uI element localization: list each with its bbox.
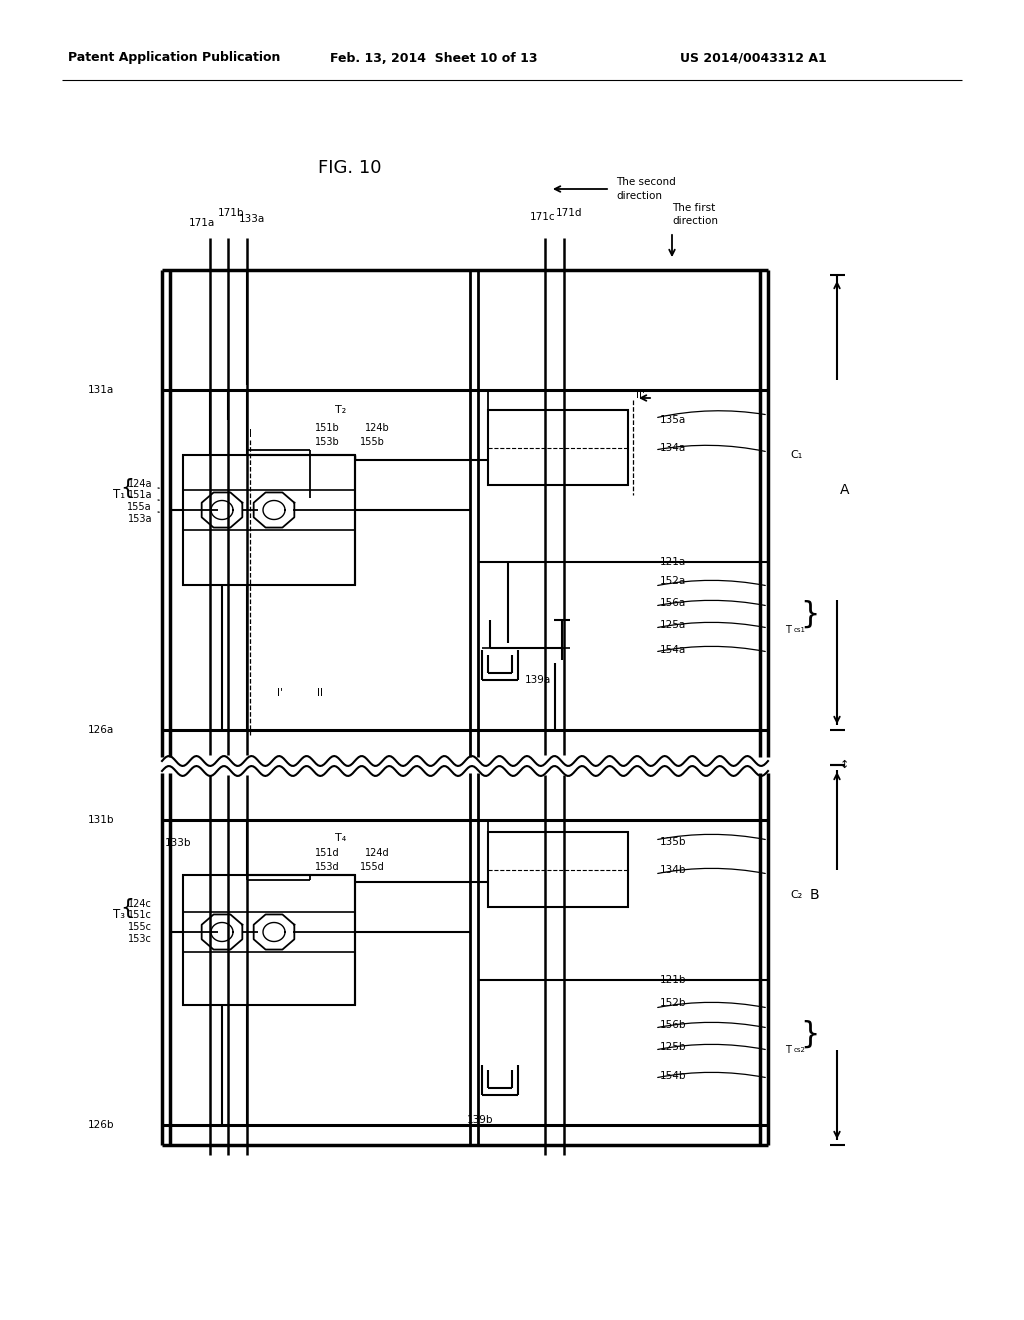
Text: 134b: 134b: [660, 865, 686, 875]
Text: 139a: 139a: [525, 675, 551, 685]
Text: 155b: 155b: [360, 437, 385, 447]
Text: 151a: 151a: [128, 490, 152, 500]
Text: FIG. 10: FIG. 10: [318, 158, 382, 177]
Bar: [183, 455, 355, 585]
Text: }: }: [800, 1019, 819, 1048]
Text: T₃: T₃: [113, 908, 125, 921]
Text: 154b: 154b: [660, 1071, 686, 1081]
Text: 131a: 131a: [88, 385, 115, 395]
Text: 155c: 155c: [128, 921, 152, 932]
Bar: [183, 875, 355, 1005]
Text: {: {: [120, 478, 134, 498]
Text: 124d: 124d: [365, 847, 389, 858]
Bar: [488, 411, 628, 484]
Text: I: I: [249, 429, 252, 440]
Text: II': II': [636, 389, 645, 400]
Text: T₁: T₁: [113, 487, 125, 500]
Text: T: T: [785, 1045, 791, 1055]
Text: {: {: [120, 898, 134, 917]
Text: 151b: 151b: [315, 422, 340, 433]
Text: 171b: 171b: [218, 209, 245, 218]
Text: 131b: 131b: [88, 814, 115, 825]
Text: 153c: 153c: [128, 935, 152, 944]
Text: T: T: [785, 624, 791, 635]
Text: 139b: 139b: [467, 1115, 494, 1125]
Text: 133b: 133b: [165, 838, 191, 847]
Text: 171a: 171a: [188, 218, 215, 228]
Text: US 2014/0043312 A1: US 2014/0043312 A1: [680, 51, 826, 65]
Text: 121a: 121a: [660, 557, 686, 568]
Text: 135b: 135b: [660, 837, 686, 847]
Text: T₂: T₂: [335, 405, 346, 414]
Text: 125a: 125a: [660, 620, 686, 630]
Text: 171c: 171c: [530, 213, 556, 222]
Text: C₁: C₁: [790, 450, 802, 459]
Bar: [488, 832, 628, 907]
Text: 154a: 154a: [660, 645, 686, 655]
Text: 124b: 124b: [365, 422, 390, 433]
Text: T₄: T₄: [335, 833, 346, 843]
Text: I': I': [278, 688, 283, 698]
Text: Feb. 13, 2014  Sheet 10 of 13: Feb. 13, 2014 Sheet 10 of 13: [330, 51, 538, 65]
Text: A: A: [840, 483, 850, 498]
Text: 153a: 153a: [128, 513, 152, 524]
Text: 124a: 124a: [128, 479, 152, 488]
Text: 126b: 126b: [88, 1119, 115, 1130]
Text: 121b: 121b: [660, 975, 686, 985]
Text: 153d: 153d: [315, 862, 340, 873]
Text: II: II: [317, 688, 323, 698]
Text: 126a: 126a: [88, 725, 115, 735]
Text: 151d: 151d: [315, 847, 340, 858]
Text: cs1: cs1: [794, 627, 806, 634]
Text: 171d: 171d: [556, 209, 583, 218]
Text: B: B: [810, 888, 819, 902]
Text: direction: direction: [616, 191, 662, 201]
Text: 152b: 152b: [660, 998, 686, 1008]
Text: 153b: 153b: [315, 437, 340, 447]
Text: 156a: 156a: [660, 598, 686, 609]
Text: C₂: C₂: [790, 890, 802, 900]
Text: Patent Application Publication: Patent Application Publication: [68, 51, 281, 65]
Text: }: }: [800, 599, 819, 628]
Text: ↕: ↕: [840, 760, 849, 770]
Text: 155d: 155d: [360, 862, 385, 873]
Text: 151c: 151c: [128, 909, 152, 920]
Text: direction: direction: [672, 216, 718, 226]
Text: 134a: 134a: [660, 444, 686, 453]
Text: 125b: 125b: [660, 1041, 686, 1052]
Text: 155a: 155a: [127, 502, 152, 512]
Text: 133a: 133a: [239, 214, 265, 224]
Text: The first: The first: [672, 203, 715, 213]
Text: 124c: 124c: [128, 899, 152, 909]
Text: 152a: 152a: [660, 576, 686, 586]
Text: The second: The second: [616, 177, 676, 187]
Text: cs2: cs2: [794, 1047, 806, 1053]
Text: 135a: 135a: [660, 414, 686, 425]
Text: 156b: 156b: [660, 1020, 686, 1030]
